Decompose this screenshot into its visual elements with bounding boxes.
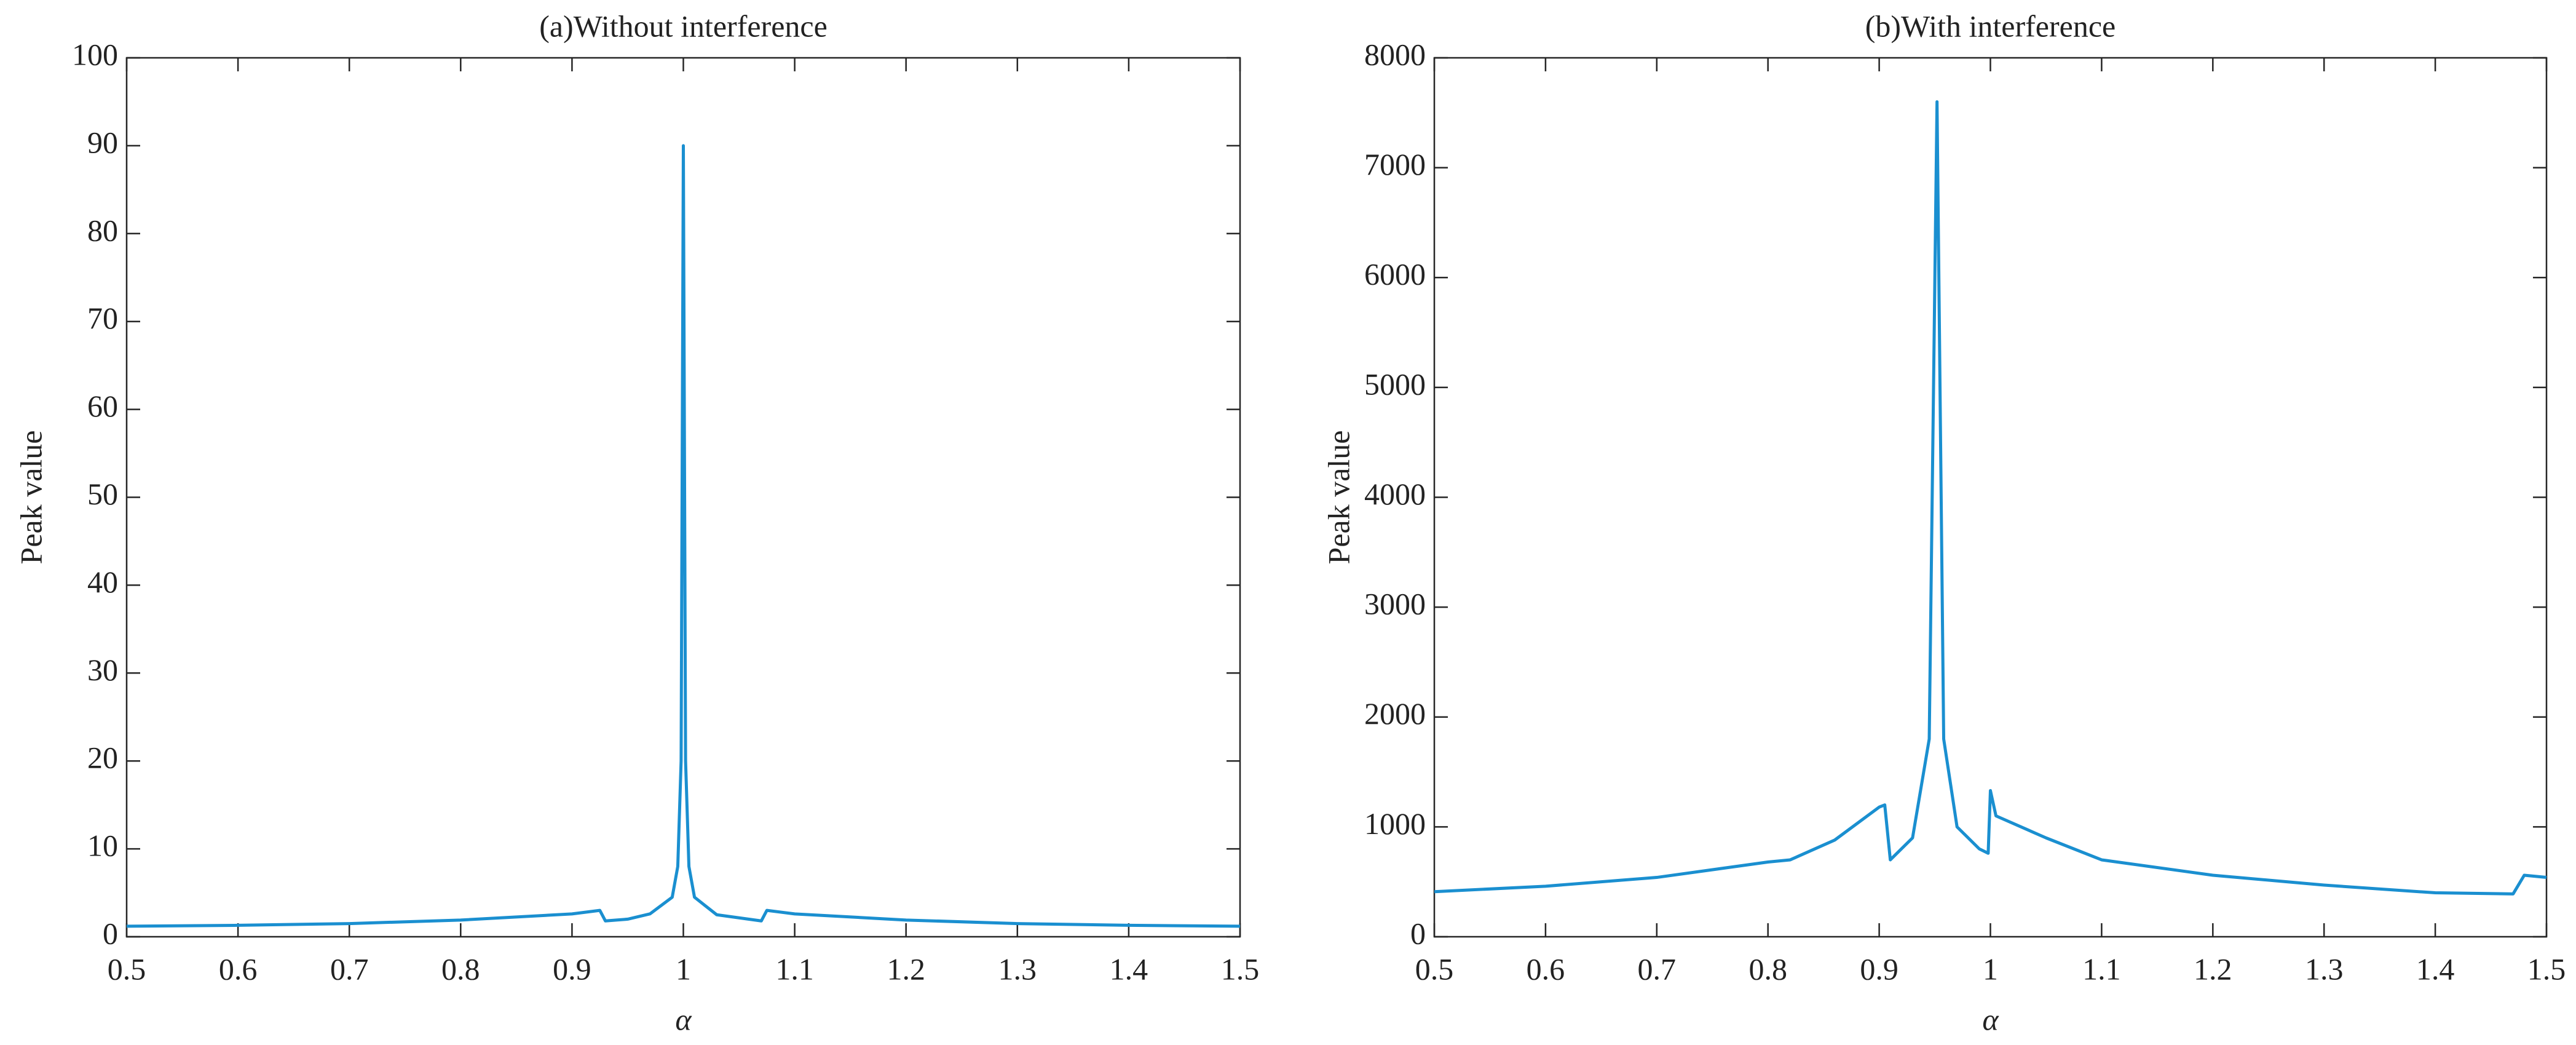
x-tick-label: 1.2: [2194, 952, 2232, 986]
x-tick-label: 1.4: [1110, 952, 1148, 986]
y-tick-label: 10: [87, 828, 118, 863]
y-axis-label: Peak value: [14, 431, 48, 565]
y-tick-label: 7000: [1364, 147, 1426, 181]
y-tick-label: 3000: [1364, 587, 1426, 621]
y-tick-label: 40: [87, 565, 118, 599]
x-tick-label: 1.3: [998, 952, 1037, 986]
x-tick-label: 0.8: [1748, 952, 1787, 986]
x-tick-label: 0.7: [330, 952, 369, 986]
x-tick-label: 1: [1983, 952, 1998, 986]
x-tick-label: 0.5: [1415, 952, 1454, 986]
y-tick-label: 80: [87, 213, 118, 247]
y-tick-label: 2000: [1364, 696, 1426, 731]
y-tick-label: 30: [87, 653, 118, 687]
x-tick-label: 1.1: [775, 952, 814, 986]
x-tick-label: 1.5: [2527, 952, 2566, 986]
x-tick-label: 1.5: [1221, 952, 1260, 986]
x-tick-label: 1: [676, 952, 691, 986]
y-tick-label: 4000: [1364, 477, 1426, 511]
x-tick-label: 0.6: [1527, 952, 1565, 986]
chart-title: (b)With interference: [1865, 9, 2116, 43]
x-tick-label: 1.4: [2416, 952, 2455, 986]
x-axis-label: α: [675, 1002, 692, 1036]
data-line: [1434, 100, 2547, 896]
y-axis-label: Peak value: [1321, 431, 1356, 565]
y-tick-label: 0: [1410, 916, 1426, 950]
x-tick-label: 1.2: [887, 952, 925, 986]
x-tick-label: 0.9: [1860, 952, 1898, 986]
y-tick-label: 90: [87, 125, 118, 159]
x-tick-label: 1.3: [2305, 952, 2344, 986]
chart-title: (a)Without interference: [539, 9, 828, 43]
x-tick-label: 0.5: [108, 952, 146, 986]
y-tick-label: 0: [103, 916, 118, 950]
x-tick-label: 1.1: [2082, 952, 2121, 986]
y-tick-label: 100: [72, 37, 118, 71]
y-tick-label: 5000: [1364, 367, 1426, 401]
x-tick-label: 0.8: [441, 952, 480, 986]
x-tick-label: 0.7: [1638, 952, 1677, 986]
y-tick-label: 70: [87, 301, 118, 335]
x-axis-label: α: [1982, 1002, 1999, 1036]
y-tick-label: 60: [87, 389, 118, 423]
x-tick-label: 0.6: [219, 952, 258, 986]
y-tick-label: 50: [87, 477, 118, 511]
x-tick-label: 0.9: [553, 952, 591, 986]
y-tick-label: 1000: [1364, 806, 1426, 841]
data-line: [126, 144, 1241, 928]
y-tick-label: 6000: [1364, 257, 1426, 292]
y-tick-label: 8000: [1364, 37, 1426, 71]
y-tick-label: 20: [87, 741, 118, 775]
